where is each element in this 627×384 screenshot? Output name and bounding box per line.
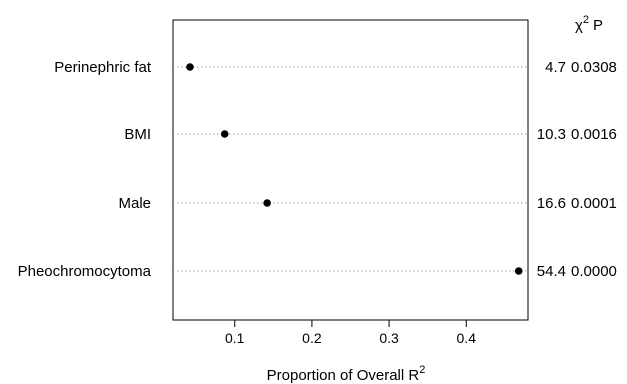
p-value: 0.0016	[571, 126, 617, 143]
p-value: 0.0000	[571, 263, 617, 280]
p-value: 0.0001	[571, 195, 617, 212]
x-tick-label: 0.2	[302, 330, 322, 346]
x-axis-title-superscript: 2	[419, 364, 425, 376]
row-labels: Perinephric fat BMI Male Pheochromocytoma	[18, 59, 152, 280]
stat-values: 4.7 0.0308 10.3 0.0016 16.6 0.0001 54.4 0.0000	[537, 59, 617, 280]
row-label: Male	[118, 195, 151, 212]
chi-square-header: χ2	[575, 14, 589, 34]
chi-square-value: 4.7	[545, 59, 566, 76]
row-label: Pheochromocytoma	[18, 263, 152, 280]
chi-superscript: 2	[583, 14, 589, 26]
x-tick-label: 0.1	[225, 330, 245, 346]
data-point	[514, 267, 523, 275]
x-axis-title-text: Proportion of Overall R	[267, 367, 420, 384]
x-tick-label: 0.3	[379, 330, 399, 346]
plot-frame	[172, 19, 529, 321]
data-points	[186, 63, 523, 275]
chi-square-value: 10.3	[537, 126, 566, 143]
x-tick-label: 0.4	[457, 330, 477, 346]
p-value-header: P	[593, 17, 603, 34]
row-label: Perinephric fat	[54, 59, 152, 76]
p-value: 0.0308	[571, 59, 617, 76]
chi-square-value: 54.4	[537, 263, 566, 280]
row-label: BMI	[124, 126, 151, 143]
chi-symbol: χ	[575, 17, 583, 34]
row-guides	[173, 66, 528, 272]
data-point	[186, 63, 194, 71]
data-point	[263, 199, 271, 207]
x-axis: 0.1 0.2 0.3 0.4	[225, 319, 477, 346]
data-point	[220, 130, 229, 138]
x-axis-title: Proportion of Overall R2	[267, 364, 426, 384]
chi-square-value: 16.6	[537, 195, 566, 212]
